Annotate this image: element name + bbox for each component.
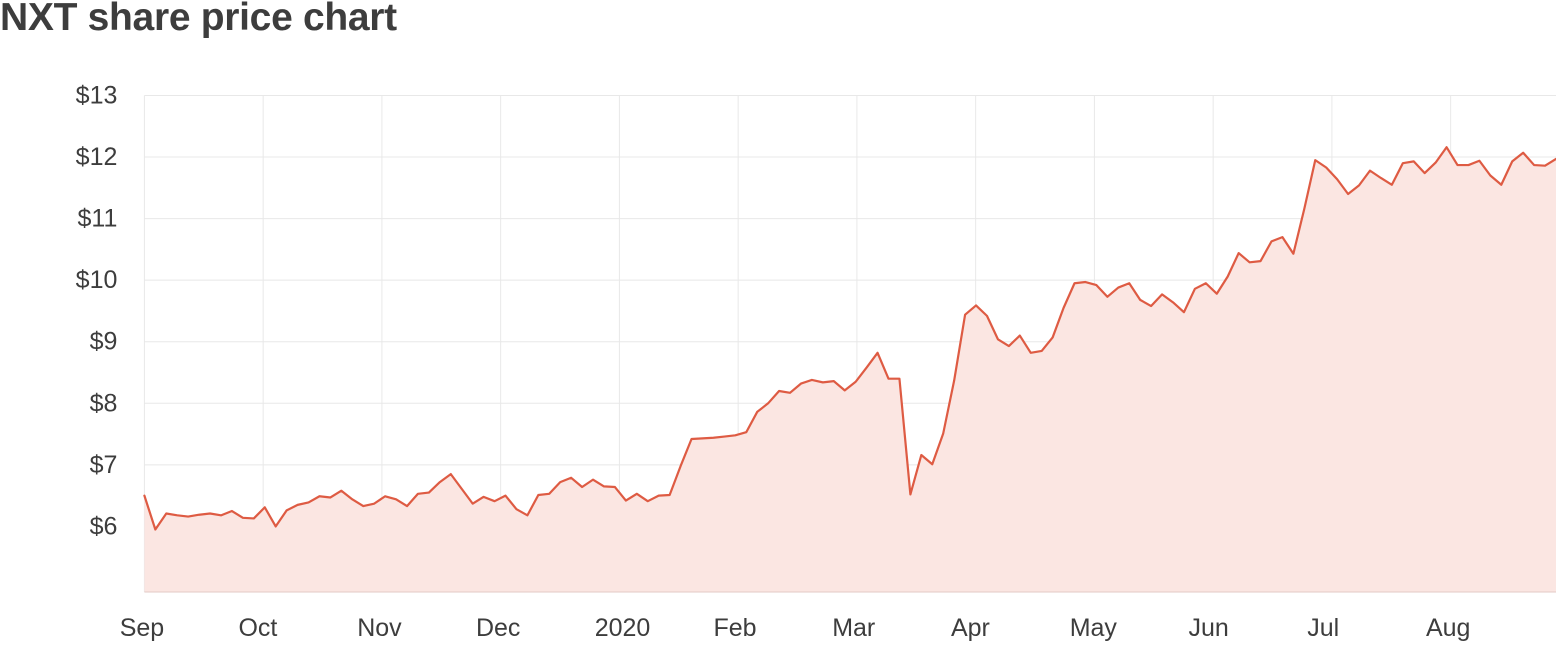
svg-text:$13: $13 [76,82,118,110]
svg-text:Aug: Aug [1426,614,1470,642]
svg-text:Sep: Sep [120,614,164,642]
svg-text:Nov: Nov [357,614,402,642]
svg-text:Feb: Feb [713,614,756,642]
svg-text:$11: $11 [78,205,118,233]
svg-text:$8: $8 [90,389,118,417]
svg-text:2020: 2020 [595,614,651,642]
svg-text:Mar: Mar [832,614,875,642]
svg-text:Dec: Dec [476,614,520,642]
svg-text:Jun: Jun [1188,614,1228,642]
svg-text:$10: $10 [76,266,118,294]
svg-text:Apr: Apr [951,614,990,642]
svg-text:$6: $6 [90,512,118,540]
svg-text:$9: $9 [90,328,118,356]
svg-text:Jul: Jul [1307,614,1339,642]
svg-text:$7: $7 [90,451,118,479]
svg-text:May: May [1070,614,1118,642]
svg-text:Oct: Oct [238,614,277,642]
svg-text:$12: $12 [76,143,118,171]
